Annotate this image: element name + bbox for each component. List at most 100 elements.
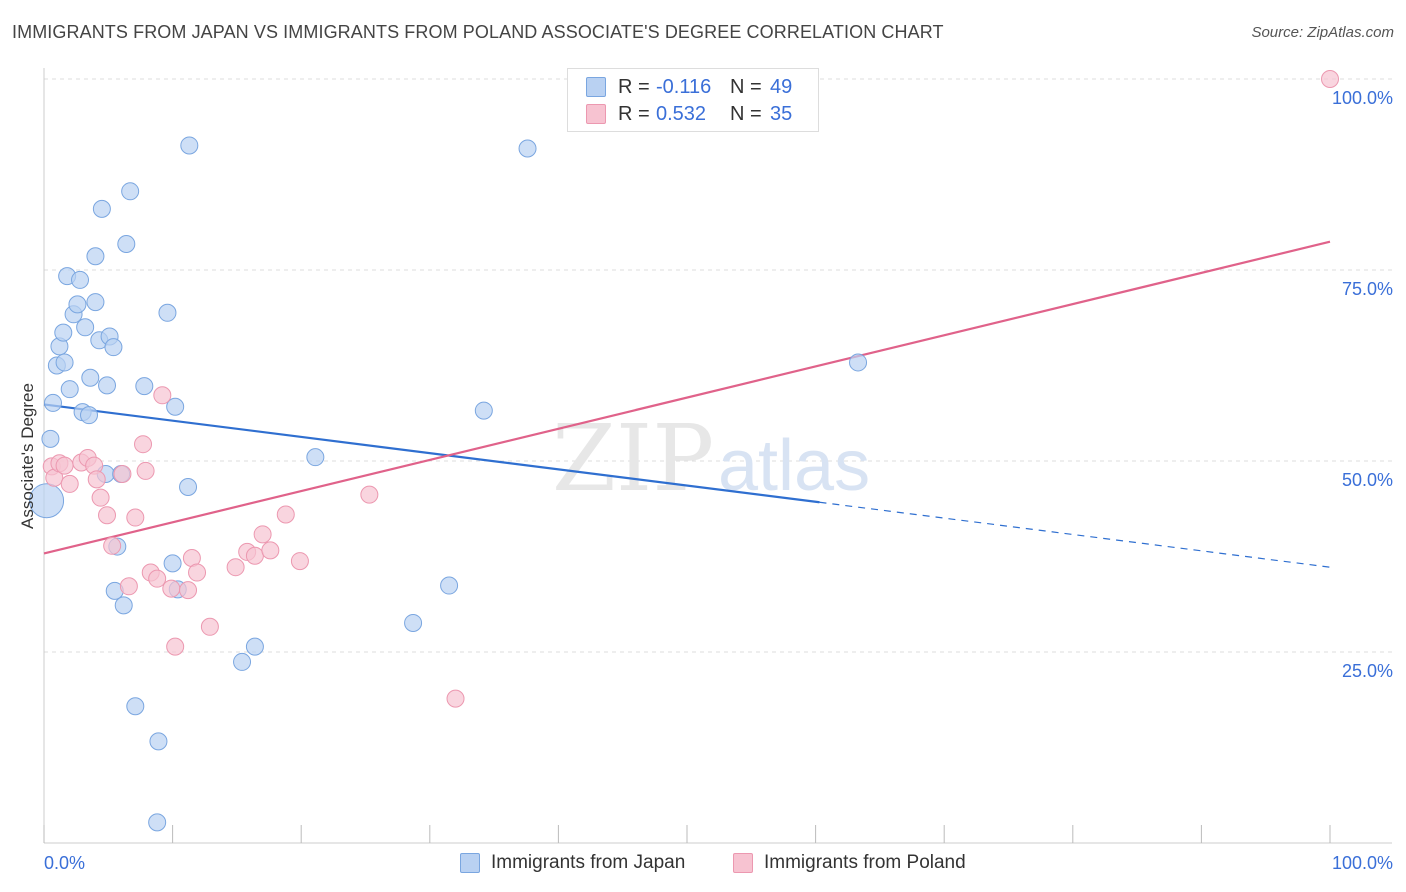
japan-point <box>41 429 60 448</box>
japan-point <box>92 199 111 218</box>
japan-point <box>86 293 105 312</box>
poland-point <box>60 474 79 493</box>
legend-swatch-poland <box>586 104 606 124</box>
gridlines <box>44 78 1392 653</box>
series-legend-japan: Immigrants from Japan <box>460 852 685 874</box>
japan-point <box>306 448 325 467</box>
legend-row-poland: R = 0.532 N = 35 <box>586 102 792 126</box>
japan-trend-extension <box>819 501 1331 568</box>
poland-point <box>119 577 138 596</box>
y-tick-label: 100.0% <box>1332 88 1393 108</box>
japan-point <box>149 732 168 751</box>
poland-trend-line <box>43 240 1331 555</box>
axes <box>43 68 1392 844</box>
japan-point <box>404 613 423 632</box>
japan-point <box>179 477 198 496</box>
poland-point <box>98 506 117 525</box>
tick-labels: 25.0% 50.0% 75.0% 100.0% 0.0% 100.0% <box>44 88 1393 873</box>
japan-point <box>163 554 182 573</box>
poland-point <box>188 563 207 582</box>
japan-point <box>29 483 65 519</box>
chart-title: IMMIGRANTS FROM JAPAN VS IMMIGRANTS FROM… <box>12 22 944 42</box>
legend-n-value: 35 <box>770 102 793 125</box>
watermark: ZIP atlas <box>552 405 870 512</box>
y-tick-label: 25.0% <box>1342 661 1393 681</box>
stats-legend: R = -0.116 N = 49 R = 0.532 N = 35 <box>567 68 819 132</box>
poland-point <box>200 617 219 636</box>
japan-point <box>98 376 117 395</box>
poland-point <box>136 461 155 480</box>
x-tick-label: 0.0% <box>44 853 85 873</box>
series-swatch-poland <box>733 853 753 873</box>
poland-point <box>134 435 153 454</box>
poland-point <box>126 508 145 527</box>
legend-r-value: 0.532 <box>656 102 707 125</box>
watermark-zip: ZIP <box>552 405 714 512</box>
japan-point <box>60 380 79 399</box>
poland-point <box>87 470 106 489</box>
legend-n-label: N = <box>730 75 762 98</box>
poland-point <box>261 541 280 560</box>
poland-point <box>113 464 132 483</box>
japan-point <box>245 637 264 656</box>
japan-point <box>135 377 154 396</box>
poland-point <box>148 569 167 588</box>
japan-point <box>117 235 136 254</box>
poland-point <box>226 558 245 577</box>
poland-point <box>276 505 295 524</box>
japan-point <box>180 136 199 155</box>
series-label-poland: Immigrants from Poland <box>764 852 966 873</box>
japan-point <box>81 368 100 387</box>
japan-point <box>80 406 99 425</box>
japan-point <box>158 303 177 322</box>
x-tick-label: 100.0% <box>1332 853 1393 873</box>
japan-point <box>54 323 73 342</box>
poland-point <box>103 536 122 555</box>
japan-point <box>126 697 145 716</box>
japan-trend-line <box>43 403 820 504</box>
japan-point <box>849 353 868 372</box>
japan-point <box>121 182 140 201</box>
poland-point <box>55 456 74 475</box>
poland-point <box>290 552 309 571</box>
japan-point <box>166 397 185 416</box>
poland-point <box>153 386 172 405</box>
legend-n-value: 49 <box>770 75 793 98</box>
japan-point <box>104 338 123 357</box>
series-legend-poland: Immigrants from Poland <box>733 852 966 874</box>
poland-point <box>245 546 264 565</box>
japan-point <box>55 353 74 372</box>
japan-point <box>518 139 537 158</box>
japan-point <box>474 401 493 420</box>
series-swatch-japan <box>460 853 480 873</box>
japan-point <box>71 270 90 289</box>
poland-point <box>166 637 185 656</box>
trend-lines <box>43 240 1331 568</box>
legend-row-japan: R = -0.116 N = 49 <box>586 75 792 99</box>
legend-r-label: R = <box>618 75 650 98</box>
legend-r-value: -0.116 <box>656 75 712 98</box>
japan-point <box>68 295 87 314</box>
japan-point <box>86 247 105 266</box>
japan-point <box>114 596 133 615</box>
y-tick-label: 75.0% <box>1342 279 1393 299</box>
legend-swatch-japan <box>586 77 606 97</box>
legend-r-label: R = <box>618 102 650 125</box>
chart-source: Source: ZipAtlas.com <box>1251 24 1394 41</box>
poland-point <box>253 525 272 544</box>
legend-n-label: N = <box>730 102 762 125</box>
poland-point <box>179 581 198 600</box>
poland-point <box>1321 70 1339 88</box>
poland-point <box>162 579 181 598</box>
watermark-atlas: atlas <box>718 426 870 506</box>
poland-point <box>360 485 379 504</box>
scatter-points <box>29 70 1339 832</box>
poland-point <box>91 488 110 507</box>
japan-point <box>76 318 95 337</box>
poland-point <box>446 689 465 708</box>
japan-point <box>148 813 167 832</box>
series-label-japan: Immigrants from Japan <box>491 852 686 873</box>
y-axis-label: Associate's Degree <box>18 383 37 529</box>
japan-point <box>440 576 459 595</box>
